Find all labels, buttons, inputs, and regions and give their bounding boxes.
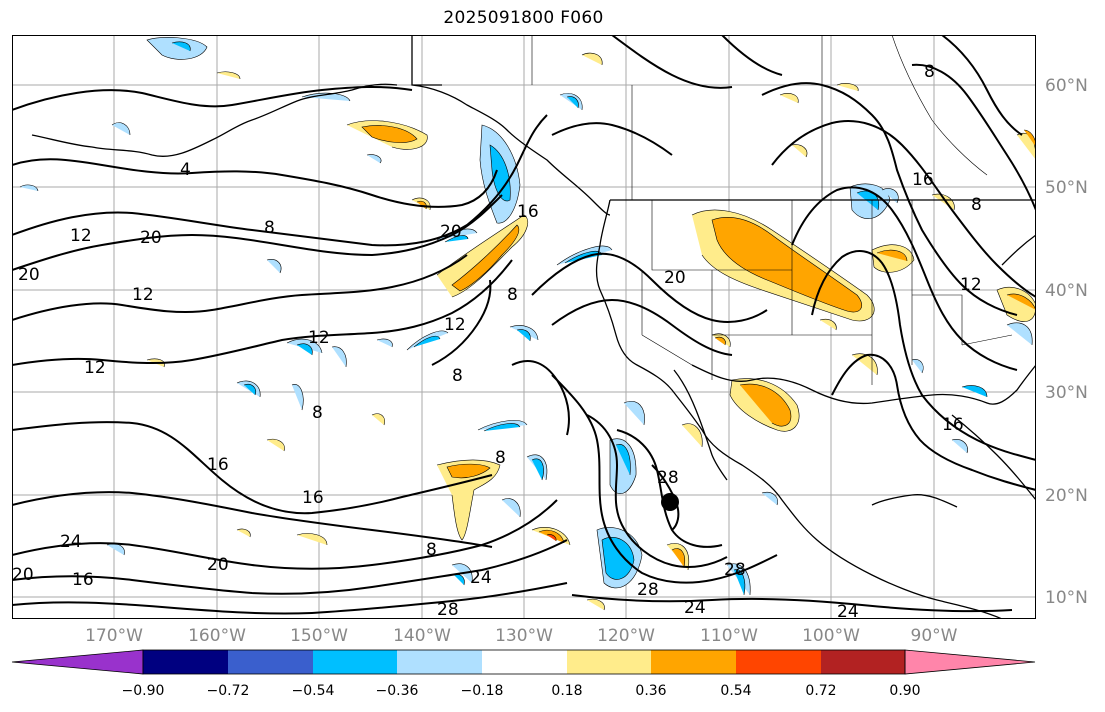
colorbar-tick-label: 0.72: [805, 683, 837, 699]
contour-label: 28: [437, 600, 459, 619]
colorbar-swatch: [821, 650, 905, 674]
colorbar-swatch: [143, 650, 228, 674]
contour-labels: 4 8 8 8 8 8 8 8 8 12 12 12 12 12 12 16 1…: [12, 62, 982, 619]
colorbar-tick-label: 0.90: [889, 683, 921, 699]
colorbar-swatch: [397, 650, 482, 674]
contour-label: 8: [971, 195, 982, 215]
colorbar-swatch: [313, 650, 397, 674]
contour-label: 12: [444, 315, 466, 335]
lon-label: 110°W: [700, 626, 758, 646]
positive-shading: [146, 52, 1036, 611]
contour-label: 8: [426, 540, 437, 560]
lat-label: 60°N: [1045, 76, 1088, 96]
colorbar-swatch: [651, 650, 736, 674]
colorbar-tick-label: −0.18: [460, 683, 504, 699]
contour-label: 8: [264, 218, 275, 238]
contour-label: 12: [308, 328, 330, 348]
negative-shading: [19, 37, 1033, 596]
graticule: [12, 35, 1036, 619]
contour-label: 4: [180, 160, 191, 180]
contour-label: 16: [72, 570, 94, 590]
contour-label: 8: [452, 366, 463, 386]
contour-label: 16: [517, 202, 539, 222]
colorbar-swatch: [736, 650, 821, 674]
contours: [12, 35, 1036, 615]
contour-label: 12: [960, 275, 982, 295]
colorbar-tick-label: −0.90: [121, 683, 165, 699]
contour-label: 12: [70, 226, 92, 246]
contour-label: 24: [470, 568, 492, 588]
lon-label: 100°W: [802, 626, 860, 646]
lon-label: 170°W: [85, 626, 143, 646]
lat-label: 50°N: [1045, 178, 1088, 198]
colorbar-swatch: [482, 650, 567, 674]
contour-label: 28: [637, 580, 659, 600]
contour-label: 12: [84, 358, 106, 378]
contour-label: 20: [664, 268, 686, 288]
contour-label: 28: [724, 560, 746, 580]
borders: [531, 35, 1013, 385]
storm-center-marker: [661, 493, 679, 511]
lat-label: 10°N: [1045, 588, 1088, 608]
lon-label: 130°W: [495, 626, 553, 646]
contour-label: 8: [312, 403, 323, 423]
lat-label: 20°N: [1045, 486, 1088, 506]
contour-label: 16: [912, 170, 934, 190]
colorbar-tick-label: −0.54: [291, 683, 335, 699]
map-panel: 4 8 8 8 8 8 8 8 8 12 12 12 12 12 12 16 1…: [12, 35, 1036, 619]
map-canvas: 4 8 8 8 8 8 8 8 8 12 12 12 12 12 12 16 1…: [12, 35, 1036, 619]
contour-label: 16: [302, 488, 324, 508]
contour-label: 12: [132, 285, 154, 305]
contour-label: 24: [837, 602, 859, 619]
colorbar-tick-label: 0.54: [720, 683, 752, 699]
colorbar-swatch: [567, 650, 651, 674]
contour-label: 8: [924, 62, 935, 82]
contour-label: 20: [12, 565, 34, 585]
contour-label: 16: [942, 415, 964, 435]
contour-label: 20: [18, 265, 40, 285]
lon-label: 90°W: [910, 626, 958, 646]
contour-label: 8: [495, 448, 506, 468]
contour-label: 20: [440, 222, 462, 242]
contour-label: 28: [657, 468, 679, 488]
colorbar-tick-label: 0.36: [635, 683, 667, 699]
contour-label: 16: [207, 455, 229, 475]
contour-label: 20: [207, 555, 229, 575]
colorbar-extend-min: [11, 649, 144, 675]
lat-label: 30°N: [1045, 383, 1088, 403]
coastlines: [31, 35, 1036, 619]
colorbar-tick-label: −0.36: [375, 683, 419, 699]
colorbar-tick-label: 0.18: [551, 683, 583, 699]
lon-label: 140°W: [393, 626, 451, 646]
lat-label: 40°N: [1045, 281, 1088, 301]
contour-label: 8: [507, 285, 518, 305]
lon-label: 120°W: [597, 626, 655, 646]
lon-label: 150°W: [290, 626, 348, 646]
contour-label: 20: [140, 228, 162, 248]
colorbar-swatch: [228, 650, 313, 674]
map-title: 2025091800 F060: [443, 8, 604, 28]
lon-label: 160°W: [188, 626, 246, 646]
colorbar-extend-max: [904, 649, 1036, 675]
colorbar-tick-label: −0.72: [206, 683, 250, 699]
contour-label: 24: [60, 532, 82, 552]
contour-label: 24: [684, 598, 706, 618]
colorbar: [11, 649, 1036, 675]
